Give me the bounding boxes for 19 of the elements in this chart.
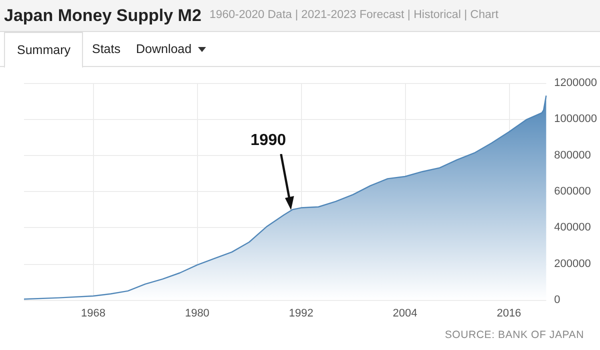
y-tick-label: 1000000: [554, 113, 598, 126]
annotation: 1990: [250, 132, 286, 150]
y-tick-label: 600000: [554, 186, 591, 198]
text: Summary: [17, 43, 70, 57]
x-tick-label: 2016: [496, 308, 522, 320]
y-tick-label: 200000: [554, 258, 591, 270]
y-tick-label: 1200000: [554, 77, 598, 89]
y-tick-label: 400000: [554, 222, 591, 234]
x-tick-label: 1968: [81, 308, 106, 320]
x-tick-label: 1992: [288, 308, 314, 320]
y-tick-label: 0: [554, 294, 560, 306]
chart-title: Japan Money Supply M2: [4, 6, 202, 26]
y-tick-label: 800000: [554, 149, 591, 162]
x-tick-label: 2004: [392, 308, 418, 320]
chart-subtitle: 1960-2020 Data | 2021-2023 Forecast | Historical | Chart: [209, 9, 498, 21]
text: Download: [136, 42, 192, 56]
text: Stats: [92, 42, 120, 56]
x-tick-label: 1980: [184, 308, 210, 320]
source-note: SOURCE: BANK OF JAPAN: [444, 329, 584, 341]
